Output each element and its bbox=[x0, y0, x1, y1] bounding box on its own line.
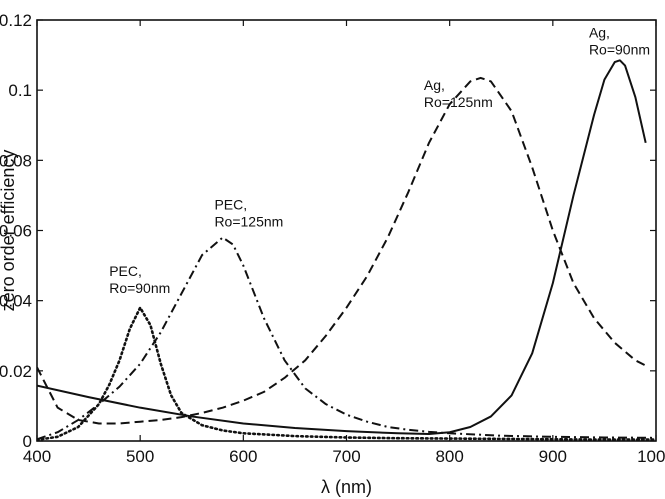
annotation-line: Ag, bbox=[424, 77, 445, 93]
series-line-solid bbox=[37, 59, 647, 435]
annotation-line: Ro=125nm bbox=[214, 213, 283, 229]
annotation-line: PEC, bbox=[214, 196, 247, 212]
x-tick-label: 400 bbox=[23, 447, 51, 466]
series-line-dash-dot bbox=[37, 236, 656, 441]
y-tick-label: 0.02 bbox=[0, 362, 32, 381]
y-axis-label: zero order efficiency bbox=[0, 150, 18, 312]
y-tick-label: 0 bbox=[23, 432, 32, 451]
y-tick-label: 0.1 bbox=[8, 81, 32, 100]
series-line-dotted bbox=[37, 306, 656, 441]
annotation-line: Ro=125nm bbox=[424, 94, 493, 110]
x-tick-label: 900 bbox=[539, 447, 567, 466]
y-tick-label: 0.06 bbox=[0, 222, 32, 241]
x-tick-label: 500 bbox=[126, 447, 154, 466]
x-tick-label: 700 bbox=[332, 447, 360, 466]
series-layer bbox=[37, 59, 656, 441]
annotation-line: Ro=90nm bbox=[109, 280, 170, 296]
y-tick-label: 0.08 bbox=[0, 151, 32, 170]
annotation: Ag,Ro=125nm bbox=[424, 77, 493, 110]
series-line-dashed bbox=[37, 76, 647, 425]
x-axis-label: λ (nm) bbox=[321, 477, 372, 497]
annotation-line: Ag, bbox=[589, 25, 610, 41]
plot-frame bbox=[36, 19, 657, 442]
annotation: Ag,Ro=90nm bbox=[589, 25, 650, 58]
y-tick-label: 0.12 bbox=[0, 11, 32, 30]
annotations-layer: PEC,Ro=90nmPEC,Ro=125nmAg,Ro=125nmAg,Ro=… bbox=[109, 25, 650, 297]
y-tick-label: 0.04 bbox=[0, 292, 32, 311]
x-tick-label: 800 bbox=[435, 447, 463, 466]
annotation-line: PEC, bbox=[109, 263, 142, 279]
annotation-line: Ro=90nm bbox=[589, 42, 650, 58]
annotation: PEC,Ro=125nm bbox=[214, 196, 283, 229]
x-tick-label: 600 bbox=[229, 447, 257, 466]
annotation: PEC,Ro=90nm bbox=[109, 263, 170, 296]
